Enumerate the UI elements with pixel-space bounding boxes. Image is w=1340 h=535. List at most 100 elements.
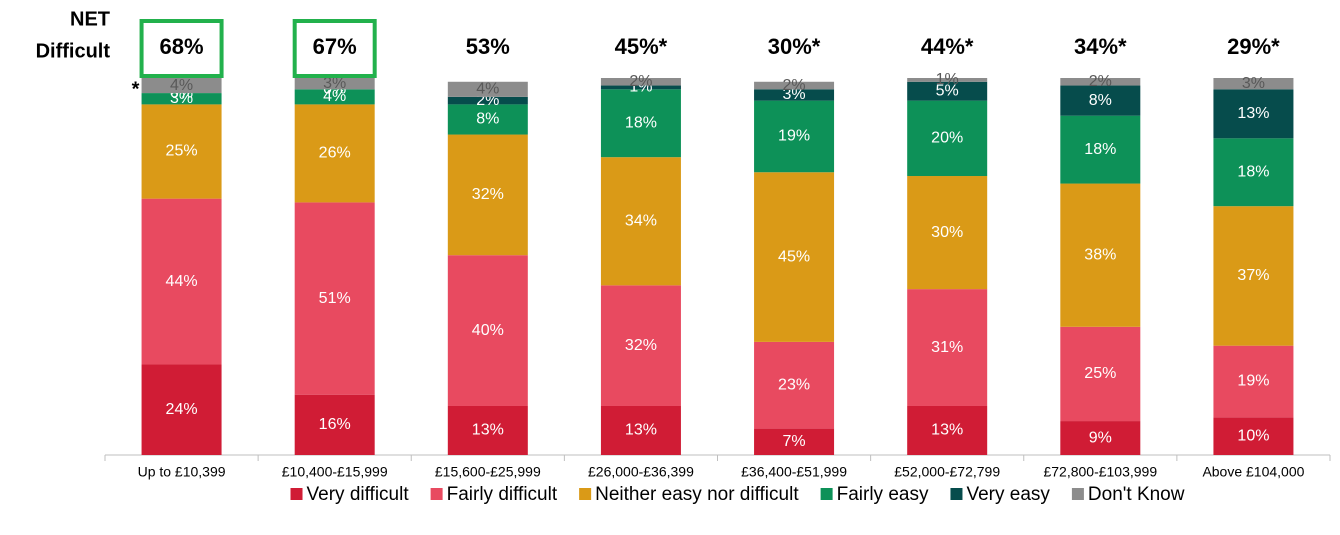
bar-segment — [600, 157, 681, 286]
bar-segment — [447, 81, 528, 97]
bar-segment — [600, 78, 681, 86]
net-value-label: 34%* — [1074, 34, 1127, 59]
x-tick-label: £15,600-£25,999 — [435, 464, 541, 480]
legend-label: Very easy — [966, 484, 1050, 505]
bar-segment — [600, 85, 681, 90]
bar-segment — [754, 81, 835, 90]
bar-segment — [294, 394, 375, 455]
data-label: 2% — [629, 73, 652, 90]
bar-segment — [294, 104, 375, 203]
bar-segment — [754, 89, 835, 101]
data-label: 30% — [931, 224, 963, 241]
bar-segment — [447, 104, 528, 135]
legend-label: Fairly difficult — [447, 484, 558, 505]
data-label: 13% — [931, 422, 963, 439]
data-label: 4% — [323, 88, 346, 105]
bar-segment — [600, 89, 681, 158]
annotation: * — [132, 78, 140, 100]
bar-segment — [754, 341, 835, 429]
bar-segment — [754, 100, 835, 173]
net-value-label: 44%* — [921, 34, 974, 59]
x-tick-label: £26,000-£36,399 — [588, 464, 694, 480]
x-tick-label: £72,800-£103,999 — [1043, 464, 1157, 480]
bar-segment — [294, 78, 375, 90]
net-value-label: 68% — [160, 34, 204, 59]
data-label: 40% — [472, 322, 504, 339]
bar-segment — [1060, 183, 1141, 327]
data-label: 34% — [625, 212, 657, 229]
data-label: 20% — [931, 130, 963, 147]
legend-swatch — [290, 488, 303, 500]
bar-segment — [294, 202, 375, 395]
bar-segment — [907, 81, 988, 101]
legend-label: Fairly easy — [837, 484, 929, 505]
bar-segment — [600, 405, 681, 455]
data-label: 3% — [783, 86, 806, 103]
legend-label: Very difficult — [307, 484, 410, 505]
data-label: 2% — [783, 77, 806, 94]
bar-segment — [907, 289, 988, 406]
bar-segment — [1060, 421, 1141, 455]
data-label: 3% — [1242, 75, 1265, 92]
bar-segment — [141, 104, 222, 199]
bar-segment — [1213, 345, 1294, 418]
bar-segment — [447, 255, 528, 406]
bar-segment — [447, 405, 528, 455]
bar-segment — [907, 78, 988, 82]
data-label: 51% — [319, 290, 351, 307]
bar-segment — [1213, 78, 1294, 90]
data-label: 18% — [625, 114, 657, 131]
x-tick-label: Above £104,000 — [1202, 464, 1304, 480]
data-label: 13% — [625, 422, 657, 439]
legend-label: Neither easy nor difficult — [595, 484, 799, 505]
bar-segment — [1060, 326, 1141, 422]
bar-segment — [294, 89, 375, 105]
x-tick-label: £36,400-£51,999 — [741, 464, 847, 480]
bar-segment — [754, 428, 835, 455]
data-label: 13% — [472, 422, 504, 439]
data-label: 24% — [166, 401, 198, 418]
data-label: 4% — [476, 81, 499, 98]
net-highlight-box — [292, 19, 377, 78]
data-label: 16% — [319, 416, 351, 433]
data-label: 18% — [1237, 163, 1269, 180]
net-value-label: 30%* — [768, 34, 821, 59]
bar-segment — [1060, 85, 1141, 116]
bar-segment — [1213, 417, 1294, 455]
legend-swatch — [1071, 488, 1084, 500]
data-label: 19% — [778, 128, 810, 145]
data-label: 44% — [166, 273, 198, 290]
bar-segment — [1213, 89, 1294, 139]
data-label: 45% — [778, 248, 810, 265]
data-label: 3% — [323, 75, 346, 92]
data-label: 18% — [1084, 141, 1116, 158]
net-title: NET — [70, 8, 110, 30]
data-label: 9% — [1089, 429, 1112, 446]
data-label: 19% — [1237, 373, 1269, 390]
data-label: 8% — [1089, 92, 1112, 109]
bar-segment — [447, 96, 528, 105]
data-label: 2% — [1089, 73, 1112, 90]
bar-segment — [141, 78, 222, 94]
data-label: 23% — [778, 376, 810, 393]
net-value-label: 45%* — [615, 34, 668, 59]
bar-segment — [141, 364, 222, 455]
bar-segment — [907, 100, 988, 177]
bar-segment — [141, 93, 222, 105]
data-label: 38% — [1084, 246, 1116, 263]
legend-label: Don't Know — [1088, 484, 1185, 505]
bar-segment — [907, 176, 988, 290]
x-tick-label: Up to £10,399 — [138, 464, 226, 480]
data-label: 1% — [936, 71, 959, 88]
net-value-label: 53% — [466, 34, 510, 59]
net-value-label: 29%* — [1227, 34, 1280, 59]
bar-segment — [1213, 138, 1294, 207]
data-label: 7% — [783, 433, 806, 450]
bar-segment — [141, 198, 222, 365]
data-label: 26% — [319, 145, 351, 162]
data-label: 37% — [1237, 267, 1269, 284]
legend-swatch — [820, 488, 833, 500]
legend-swatch — [430, 488, 443, 500]
